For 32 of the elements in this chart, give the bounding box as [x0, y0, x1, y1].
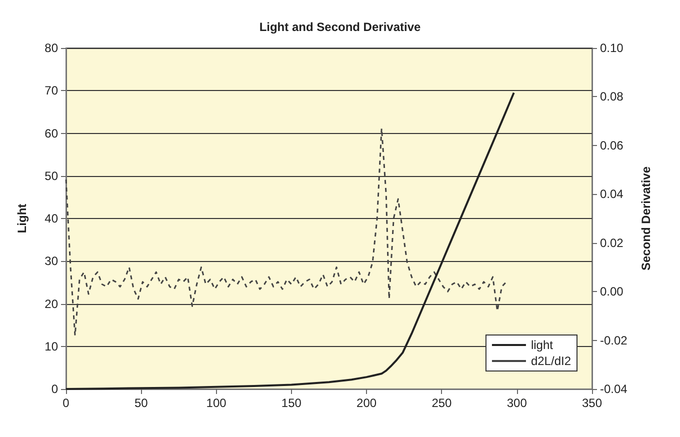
x-tick-label: 250: [432, 396, 452, 410]
y2-tick-label: 0.00: [600, 284, 624, 299]
y2-tick-label: -0.04: [600, 382, 628, 396]
y-tick-label: 0: [51, 382, 58, 396]
y2-tick-label: 0.08: [600, 90, 624, 104]
legend-label: light: [530, 338, 554, 352]
x-tick-label: 350: [582, 396, 602, 410]
chart-title: Light and Second Derivative: [259, 20, 422, 34]
x-tick-label: 200: [356, 396, 377, 410]
x-tick-label: 0: [62, 396, 70, 410]
x-tick-label: 50: [134, 396, 148, 410]
y2-tick-label: 0.04: [600, 187, 624, 202]
y-axis-title: Light: [15, 204, 29, 234]
legend-label: d2L/dI2: [530, 354, 572, 368]
y2-axis-title: Second Derivative: [639, 166, 653, 271]
x-tick-label: 300: [506, 396, 528, 410]
y-tick-label: 30: [44, 254, 58, 268]
y2-tick-label: 0.10: [600, 41, 624, 55]
y-tick-label: 20: [44, 296, 58, 311]
x-tick-label: 100: [206, 396, 227, 410]
y-tick-label: 50: [44, 168, 58, 183]
y-tick-label: 70: [44, 84, 58, 98]
line-series: [65, 128, 508, 336]
y-tick-label: 60: [44, 126, 58, 140]
y-tick-label: 10: [44, 339, 58, 354]
y2-tick-label: 0.06: [600, 138, 624, 152]
y-tick-label: 80: [44, 41, 58, 55]
y2-tick-label: 0.02: [600, 236, 624, 250]
line-series: [65, 92, 515, 390]
y-tick-label: 40: [44, 212, 58, 226]
x-tick-label: 150: [281, 396, 302, 410]
y2-tick-label: -0.02: [600, 333, 628, 348]
